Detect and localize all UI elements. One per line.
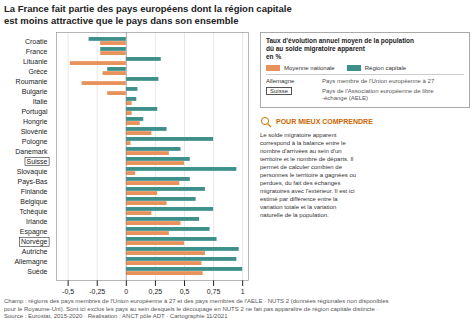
- svg-text:Pays-Bas: Pays-Bas: [18, 178, 48, 186]
- svg-text:Italie: Italie: [33, 98, 48, 105]
- svg-text:Autriche: Autriche: [22, 248, 48, 255]
- svg-text:0,5: 0,5: [180, 288, 190, 295]
- svg-text:Grèce: Grèce: [28, 68, 47, 75]
- html-text:Champ : régions des pays membr: Champ : régions des pays membres de l'Un…: [4, 298, 389, 319]
- html-text:Pays de l'Association européen: Pays de l'Association européenne de libr…: [322, 87, 434, 101]
- svg-text:-0,25: -0,25: [89, 288, 105, 295]
- svg-text:France: France: [26, 48, 48, 55]
- html-text:Pays membre de l'Union europée: Pays membre de l'Union européenne à 27: [322, 78, 435, 84]
- svg-text:-0,5: -0,5: [62, 288, 74, 295]
- svg-text:Bulgarie: Bulgarie: [22, 88, 48, 96]
- svg-text:Hongrie: Hongrie: [23, 118, 48, 126]
- svg-text:Tchéquie: Tchéquie: [19, 208, 47, 216]
- svg-text:Roumanie: Roumanie: [16, 78, 48, 85]
- svg-text:0,75: 0,75: [207, 288, 221, 295]
- svg-text:Slovénie: Slovénie: [21, 128, 48, 135]
- html-text:POUR MIEUX COMPRENDRE: POUR MIEUX COMPRENDRE: [276, 118, 373, 125]
- svg-text:Suède: Suède: [27, 268, 47, 275]
- svg-text:Espagne: Espagne: [20, 228, 48, 236]
- svg-text:Norvège: Norvège: [21, 238, 48, 246]
- html-text:La France fait partie des pays: La France fait partie des pays européens…: [4, 3, 292, 26]
- svg-text:Slovaquie: Slovaquie: [17, 168, 48, 176]
- svg-text:Irlande: Irlande: [26, 218, 48, 225]
- svg-text:Belgique: Belgique: [20, 198, 47, 206]
- html-text:Région capitale: Région capitale: [364, 65, 407, 71]
- svg-text:0,25: 0,25: [149, 288, 163, 295]
- svg-text:Danemark: Danemark: [15, 148, 48, 155]
- html-text:Le solde migratoire apparent c: Le solde migratoire apparent correspond …: [260, 131, 357, 218]
- html-text:Allemagne: Allemagne: [266, 78, 295, 84]
- svg-text:Pologne: Pologne: [22, 138, 48, 146]
- svg-text:0: 0: [124, 288, 128, 295]
- svg-text:Portugal: Portugal: [21, 108, 48, 116]
- svg-text:Lituanie: Lituanie: [23, 58, 48, 65]
- svg-text:1: 1: [241, 288, 245, 295]
- svg-text:Allemagne: Allemagne: [14, 258, 47, 266]
- html-text:Moyenne nationale: Moyenne nationale: [284, 65, 335, 71]
- html-text:Suisse: Suisse: [270, 87, 288, 94]
- html-text:Taux d'évolution annuel moyen: Taux d'évolution annuel moyen de la popu…: [266, 37, 414, 60]
- svg-text:Croatie: Croatie: [25, 38, 48, 45]
- svg-text:Finlande: Finlande: [21, 188, 48, 195]
- svg-text:Suisse: Suisse: [26, 158, 47, 165]
